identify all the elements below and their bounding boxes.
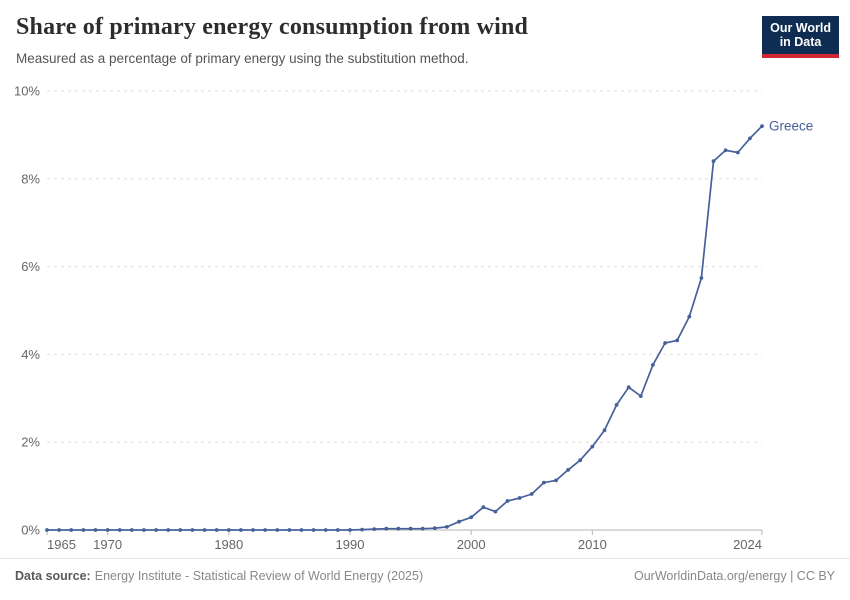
data-point: [129, 528, 134, 532]
data-point: [214, 528, 219, 532]
data-point: [602, 428, 607, 433]
x-axis-tick-label: 1990: [336, 537, 365, 552]
owid-logo-text: Our World in Data: [762, 16, 839, 54]
data-point: [263, 528, 267, 532]
x-axis-tick-label: 1980: [214, 537, 243, 552]
data-point: [154, 528, 159, 532]
data-point: [711, 159, 716, 164]
data-point: [226, 528, 231, 532]
data-point: [687, 314, 692, 319]
chart-svg: 0% 2% 4% 6% 8% 10% 1965 1970 1980 1990 2000 2010 202…: [14, 84, 813, 553]
data-point: [590, 444, 595, 449]
data-point: [348, 528, 352, 532]
data-point: [57, 528, 61, 532]
data-point: [529, 492, 534, 496]
owid-logo-line1: Our World: [770, 21, 831, 35]
data-point: [142, 528, 146, 532]
data-point: [626, 385, 631, 390]
x-axis-tick-label: 2024: [733, 537, 762, 552]
data-point: [638, 394, 643, 398]
data-point: [190, 528, 195, 532]
data-point: [542, 480, 546, 485]
data-point: [469, 515, 474, 520]
data-point: [45, 528, 49, 532]
data-point: [651, 363, 655, 367]
y-axis-tick-label: 0%: [21, 523, 40, 538]
page-subtitle: Measured as a percentage of primary ener…: [16, 51, 469, 66]
data-point: [663, 341, 667, 345]
data-point: [723, 148, 728, 153]
data-point: [178, 528, 183, 532]
data-point: [372, 527, 377, 531]
y-axis-tick-label: 8%: [21, 171, 40, 186]
data-source-text: Energy Institute - Statistical Review of…: [94, 569, 424, 583]
data-point: [614, 403, 619, 407]
y-axis-tick-label: 10%: [14, 84, 40, 99]
data-point: [93, 528, 98, 532]
data-point: [699, 276, 704, 280]
chart-area: 0% 2% 4% 6% 8% 10% 1965 1970 1980 1990 2000 2010 202…: [0, 80, 850, 556]
data-point: [493, 509, 498, 514]
data-point: [420, 526, 425, 531]
x-axis-tick-label: 2000: [457, 537, 486, 552]
x-axis-tick-label: 1965: [47, 537, 76, 552]
data-point: [481, 505, 486, 510]
owid-logo-redbar: [762, 53, 839, 58]
data-point: [311, 528, 316, 532]
data-point: [166, 528, 171, 532]
data-source-label: Data source:: [15, 569, 91, 583]
data-point: [566, 468, 570, 472]
data-point: [445, 525, 449, 529]
owid-logo-line2: in Data: [779, 35, 822, 50]
series-end-label: Greece: [769, 119, 813, 134]
data-point: [554, 478, 558, 483]
data-point: [81, 528, 86, 532]
data-point: [505, 499, 510, 503]
data-point: [335, 528, 340, 532]
data-line: [46, 125, 763, 531]
owid-license-link[interactable]: OurWorldinData.org/energy | CC BY: [633, 569, 835, 583]
data-point: [117, 528, 122, 532]
data-point: [360, 527, 364, 532]
data-point: [251, 528, 255, 532]
owid-logo[interactable]: Our World in Data: [762, 16, 839, 58]
data-point: [105, 528, 110, 532]
data-point: [323, 528, 328, 532]
y-axis-tick-label: 6%: [21, 259, 40, 274]
data-point: [457, 519, 461, 524]
y-axis-tick-label: 4%: [21, 347, 40, 362]
data-point: [408, 526, 413, 531]
data-point: [396, 526, 401, 531]
data-point: [69, 528, 74, 532]
data-point: [675, 338, 680, 343]
data-point: [760, 124, 764, 128]
y-axis-tick-label: 2%: [21, 435, 40, 450]
x-axis-tick-label: 2010: [578, 537, 607, 552]
chart-footer: Data source: Energy Institute - Statistic…: [0, 558, 850, 600]
data-source: Data source: Energy Institute - Statistic…: [15, 569, 423, 583]
data-point: [287, 528, 292, 532]
data-point: [735, 150, 740, 155]
data-point: [299, 528, 304, 532]
data-point: [578, 458, 583, 463]
page-title: Share of primary energy consumption from…: [16, 14, 529, 40]
data-point: [384, 526, 389, 531]
data-point: [275, 528, 280, 532]
chart-header: Share of primary energy consumption from…: [0, 0, 850, 80]
data-point: [239, 528, 243, 532]
data-point: [202, 528, 207, 532]
data-point: [432, 526, 437, 531]
x-axis-tick-label: 1970: [93, 537, 122, 552]
data-point: [748, 136, 752, 141]
data-point: [517, 496, 522, 500]
